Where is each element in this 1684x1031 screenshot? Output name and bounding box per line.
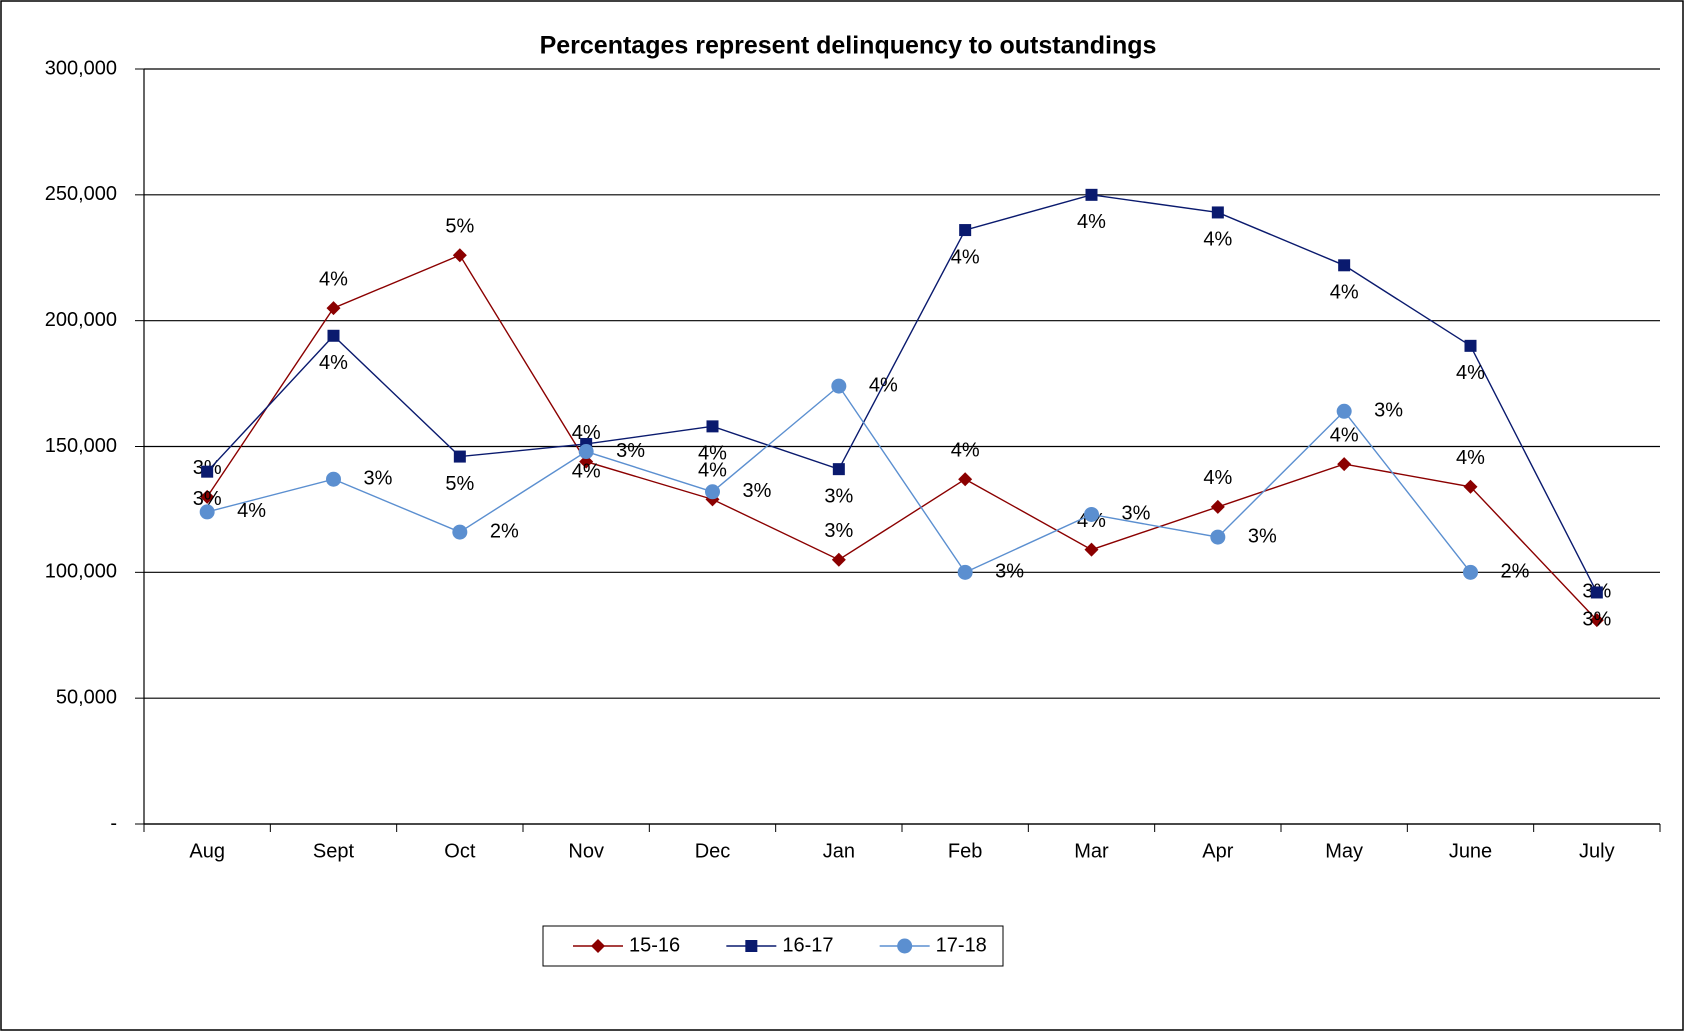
data-label: 4% [1330, 282, 1359, 304]
x-tick-label: Oct [444, 840, 476, 862]
data-label: 4% [869, 374, 898, 396]
data-point [1085, 188, 1098, 201]
legend-marker [745, 940, 758, 952]
data-label: 3% [193, 488, 222, 510]
data-point [831, 378, 847, 394]
x-tick-label: May [1325, 840, 1363, 862]
chart-title: Percentages represent delinquency to out… [540, 32, 1157, 60]
data-label: 4% [1203, 467, 1232, 489]
data-point [959, 224, 972, 237]
x-tick-label: Apr [1202, 840, 1233, 862]
data-label: 4% [319, 268, 348, 290]
data-label: 3% [1582, 609, 1611, 631]
data-point [1463, 479, 1478, 494]
data-label: 4% [572, 422, 601, 444]
data-label: 4% [237, 500, 266, 522]
legend-label: 17-18 [936, 934, 987, 956]
x-tick-label: Aug [189, 840, 225, 862]
x-tick-label: Nov [568, 840, 604, 862]
data-label: 5% [445, 473, 474, 495]
x-tick-label: July [1579, 840, 1615, 862]
data-label: 4% [1456, 447, 1485, 469]
data-point [831, 552, 846, 567]
data-label: 4% [951, 246, 980, 268]
data-point [957, 564, 973, 580]
x-tick-label: Feb [948, 840, 982, 862]
data-label: 2% [1501, 561, 1530, 583]
data-point [452, 524, 468, 540]
legend-marker [897, 938, 913, 954]
data-label: 3% [1122, 503, 1151, 525]
data-label: 4% [698, 460, 727, 482]
series-line [206, 194, 1598, 593]
x-tick-label: Dec [695, 840, 731, 862]
data-point [1210, 499, 1225, 514]
y-tick-label: - [110, 812, 117, 834]
data-point [1338, 259, 1351, 272]
data-point [1336, 403, 1352, 419]
data-point [1084, 542, 1099, 557]
data-point [201, 465, 214, 478]
data-label: 3% [743, 480, 772, 502]
data-label: 4% [1203, 229, 1232, 251]
data-point [832, 463, 845, 476]
legend-label: 16-17 [782, 934, 833, 956]
data-point [452, 248, 467, 263]
data-point [706, 420, 719, 433]
x-tick-label: Mar [1074, 840, 1109, 862]
data-label: 4% [319, 352, 348, 374]
data-label: 4% [698, 443, 727, 465]
data-label: 3% [1248, 525, 1277, 547]
data-point [1210, 529, 1226, 545]
y-tick-label: 50,000 [56, 686, 117, 708]
data-label: 3% [824, 520, 853, 542]
data-label: 4% [1456, 362, 1485, 384]
data-label: 5% [445, 216, 474, 238]
data-label: 4% [1330, 424, 1359, 446]
data-point [327, 329, 340, 342]
data-point [578, 444, 594, 460]
x-tick-label: Sept [313, 840, 355, 862]
y-tick-label: 300,000 [45, 57, 117, 79]
data-point [200, 489, 215, 504]
data-label: 2% [490, 520, 519, 542]
series-line [206, 254, 1598, 621]
data-point [1463, 564, 1478, 580]
data-point [1589, 613, 1604, 628]
data-point [958, 472, 973, 487]
x-tick-label: Jan [823, 840, 855, 862]
data-label: 4% [572, 460, 601, 482]
data-point [1211, 206, 1224, 219]
data-point [199, 504, 215, 520]
y-tick-label: 100,000 [45, 561, 117, 583]
y-tick-label: 150,000 [45, 435, 117, 457]
data-point [705, 484, 720, 500]
y-tick-label: 200,000 [45, 309, 117, 331]
data-label: 3% [1374, 400, 1403, 422]
y-tick-label: 250,000 [45, 183, 117, 205]
data-point [326, 301, 341, 316]
data-point [453, 450, 466, 463]
x-tick-label: June [1449, 840, 1492, 862]
data-label: 3% [616, 440, 645, 462]
data-label: 4% [1077, 211, 1106, 233]
data-label: 3% [364, 467, 393, 489]
data-point [1337, 457, 1352, 472]
data-label: 3% [824, 485, 853, 507]
data-point [1084, 506, 1099, 522]
legend-label: 15-16 [629, 934, 680, 956]
data-point [1464, 339, 1477, 352]
data-point [1590, 586, 1603, 599]
data-label: 4% [951, 439, 980, 461]
data-label: 3% [995, 561, 1024, 583]
legend-marker [591, 939, 605, 953]
data-point [326, 471, 341, 487]
